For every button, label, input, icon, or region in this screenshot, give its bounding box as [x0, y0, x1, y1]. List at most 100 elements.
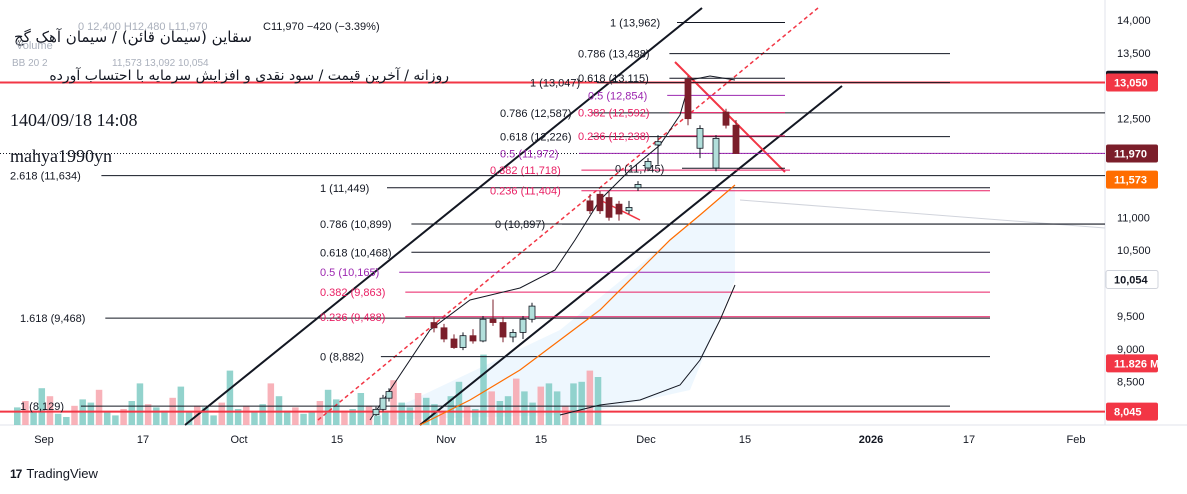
volume-bar — [259, 404, 266, 425]
candle-body[interactable] — [732, 124, 740, 154]
volume-bar — [46, 396, 54, 425]
symbol-title: سقاین (سیمان قائن) / سیمان آهک گچ — [13, 28, 252, 46]
y-axis-tick-label: 14,000 — [1117, 15, 1151, 27]
bb-basis-line — [419, 184, 736, 426]
brand-name: TradingView — [26, 466, 98, 481]
candle-body[interactable] — [722, 111, 730, 126]
price-tag — [1105, 270, 1159, 290]
volume-bar — [300, 413, 307, 425]
candle-body[interactable] — [519, 318, 527, 333]
volume-bar — [292, 407, 299, 425]
x-axis-tick-label: Sep — [34, 434, 54, 446]
fib-level-label: 0.5 (10,165) — [320, 267, 379, 279]
candle-body[interactable] — [625, 207, 633, 212]
volume-bar — [144, 404, 152, 425]
volume-bar — [324, 389, 332, 425]
price-chart[interactable]: 1 (13,962)0.786 (13,488)1 (13,047)0.618 … — [0, 0, 1187, 460]
price-tag — [1106, 170, 1158, 189]
volume-bar — [275, 396, 283, 425]
volume-bar — [283, 410, 291, 425]
candle-body[interactable] — [615, 203, 623, 215]
volume-bar — [521, 391, 528, 425]
candle-body[interactable] — [605, 197, 613, 218]
candle-body[interactable] — [430, 322, 438, 329]
x-axis-tick-label: 2026 — [859, 434, 883, 446]
volume-bar — [251, 412, 258, 425]
price-tag-label: 8,045 — [1114, 407, 1142, 419]
volume-bar — [103, 412, 111, 425]
price-tag-label: 10,054 — [1114, 275, 1149, 287]
volume-bar — [439, 410, 446, 425]
price-tag — [1106, 144, 1158, 163]
y-axis-tick-label: 9,500 — [1117, 311, 1145, 323]
candle-body[interactable] — [528, 305, 536, 320]
y-axis-tick-label: 10,500 — [1117, 245, 1151, 257]
candle-body[interactable] — [644, 161, 652, 169]
price-tag — [1106, 354, 1158, 373]
fib-level-label: 0.236 (12,238) — [578, 131, 650, 143]
candle-body[interactable] — [586, 200, 594, 212]
fib-level-label: 0.382 (9,863) — [320, 287, 385, 299]
volume-legend: Volume — [16, 40, 53, 52]
volume-bar — [570, 383, 577, 425]
volume-bar — [553, 391, 561, 425]
fib-level-label: 1 (13,047) — [530, 78, 580, 90]
volume-bar — [496, 401, 504, 425]
fib-level-label: 0 (8,882) — [320, 352, 364, 364]
bb-lower-line — [559, 284, 736, 416]
fib-level-label: 0.618 (13,115) — [578, 73, 649, 85]
volume-bar — [95, 389, 103, 425]
candle-body[interactable] — [634, 184, 642, 189]
volume-bar — [38, 388, 46, 425]
x-axis-tick-label: 15 — [535, 434, 547, 446]
volume-bar — [243, 405, 250, 425]
volume-bar — [398, 402, 405, 425]
volume-bar — [202, 407, 209, 425]
candle-body[interactable] — [372, 408, 380, 416]
chart-datetime: 1404/09/18 14:08 — [10, 110, 138, 130]
candle-body[interactable] — [440, 327, 448, 340]
fib-level-label: 1 (8,129) — [20, 401, 64, 413]
channel-lower-line — [419, 85, 843, 426]
candle-body[interactable] — [596, 193, 604, 212]
candle-body[interactable] — [379, 397, 387, 410]
candle-body[interactable] — [385, 391, 393, 399]
volume-bar — [512, 378, 520, 425]
volume-bar — [30, 410, 37, 425]
ohlc-readout: 0 12,400 H12,480 L11,970 — [78, 21, 208, 33]
candle-body[interactable] — [489, 318, 497, 323]
volume-bar — [185, 412, 193, 425]
y-axis-tick-label: 8,500 — [1117, 377, 1145, 389]
price-tag-label: 11.826 M — [1114, 358, 1159, 370]
x-axis-tick-label: 17 — [963, 434, 975, 446]
candle-body[interactable] — [450, 338, 458, 348]
candle-body[interactable] — [479, 318, 487, 342]
volume-bar — [120, 409, 127, 425]
volume-bar — [128, 401, 136, 425]
candle-body[interactable] — [654, 141, 662, 146]
volume-bar — [63, 417, 70, 425]
volume-bar — [586, 370, 594, 425]
fib-level-label: 0.618 (10,468) — [320, 247, 392, 259]
x-axis-tick-label: Oct — [230, 434, 247, 446]
candle-body[interactable] — [469, 335, 477, 342]
candle-body[interactable] — [684, 78, 692, 120]
x-axis-tick-label: 15 — [331, 434, 343, 446]
candle-body[interactable] — [499, 322, 507, 338]
candle-body[interactable] — [509, 332, 517, 338]
volume-bar — [463, 405, 471, 425]
fib-level-label: 0 (10,897) — [495, 219, 545, 231]
fib-level-label: 1 (13,962) — [610, 17, 660, 29]
footer-brand[interactable]: 17 TradingView — [10, 466, 98, 481]
volume-bar — [504, 396, 512, 425]
fib-level-label: 0.236 (11,404) — [490, 186, 561, 198]
volume-bar — [455, 381, 463, 425]
y-axis-tick-label: 13,500 — [1117, 48, 1151, 60]
candle-body[interactable] — [712, 137, 720, 169]
candle-body[interactable] — [696, 128, 704, 149]
volume-bar — [161, 410, 168, 425]
price-tag-label: 11,573 — [1114, 175, 1147, 187]
candle-body[interactable] — [459, 335, 467, 348]
volume-bar — [529, 402, 536, 425]
volume-bar — [349, 409, 356, 425]
